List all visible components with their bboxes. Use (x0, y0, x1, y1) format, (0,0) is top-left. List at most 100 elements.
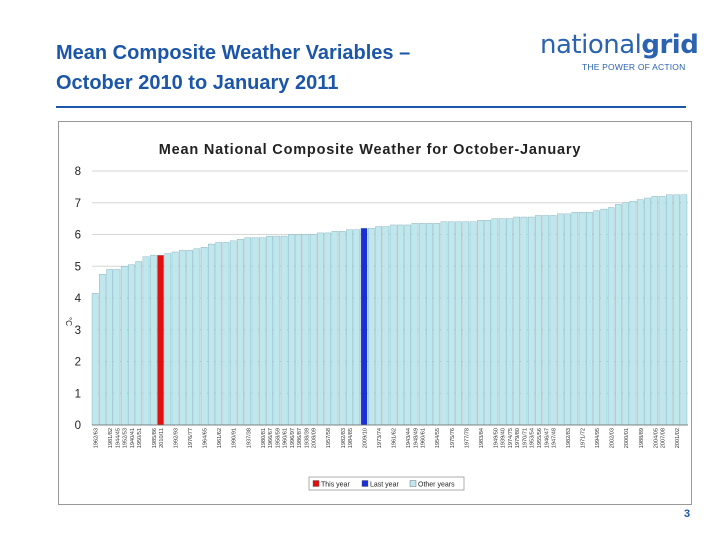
y-tick-label: 1 (75, 388, 81, 400)
bar (91, 293, 99, 426)
bar (520, 216, 528, 426)
bar (375, 226, 382, 426)
bar (229, 240, 237, 426)
y-tick-label: 4 (75, 293, 82, 305)
x-tick-label: 1981/82 (108, 428, 114, 448)
x-tick-label: 1940/41 (130, 428, 136, 448)
x-tick-label: 1950/51 (137, 428, 143, 448)
bar (484, 220, 491, 426)
x-tick-label: 1990/91 (232, 428, 238, 448)
bar (324, 232, 332, 426)
x-tick-label: 1949/50 (493, 428, 499, 448)
bar (317, 232, 324, 426)
x-tick-label: 1953/54 (530, 428, 536, 448)
x-tick-label: 1960/61 (283, 428, 289, 448)
bar (607, 207, 615, 426)
bar (200, 246, 208, 426)
bar (556, 213, 564, 426)
x-tick-label: 1982/83 (566, 428, 572, 448)
bar (666, 194, 673, 426)
x-tick-label: 1937/38 (246, 428, 252, 448)
x-tick-label: 1952/53 (123, 428, 129, 448)
bar (128, 264, 135, 426)
x-tick-label: 1955/56 (537, 428, 543, 448)
bar (593, 210, 600, 426)
bar (222, 242, 230, 426)
x-tick-label: 1975/76 (450, 428, 456, 448)
bar (382, 226, 390, 426)
x-tick-label: 1973/74 (377, 428, 383, 448)
bar (338, 231, 346, 426)
bar (636, 199, 644, 426)
x-tick-label: 1974/75 (508, 428, 514, 448)
composite-weather-chart: Mean National Composite Weather for Octo… (64, 142, 688, 491)
bar (353, 229, 361, 426)
x-tick-label: 1961/62 (217, 428, 223, 448)
slide-title-line-1: Mean Composite Weather Variables – (56, 42, 411, 64)
bar (149, 254, 157, 426)
bar (491, 218, 499, 426)
legend-box (308, 476, 465, 491)
legend-label: Last year (370, 482, 399, 489)
x-tick-label: 1980/81 (261, 428, 267, 448)
bar (244, 237, 252, 426)
x-tick-label: 1948/49 (413, 428, 419, 448)
bar (411, 223, 419, 426)
x-tick-label: 1988/89 (639, 428, 645, 448)
x-tick-label: 1938/39 (304, 428, 310, 448)
x-tick-label: 1984/85 (348, 428, 354, 448)
bar (135, 261, 143, 426)
x-tick-label: 1994/95 (595, 428, 601, 448)
x-tick-label: 1992/93 (174, 428, 180, 448)
bar (615, 204, 622, 426)
x-tick-label: 1943/44 (406, 428, 412, 448)
slide-title-line-2: October 2010 to January 2011 (56, 72, 339, 94)
bar (469, 221, 477, 426)
bar (186, 250, 193, 426)
page-number: 3 (684, 508, 691, 520)
x-tick-label: 2007/08 (661, 428, 667, 448)
bar (455, 221, 462, 426)
x-tick-label: 1983/84 (479, 428, 485, 448)
bar (215, 242, 223, 426)
legend-swatch (361, 480, 369, 487)
y-tick-label: 0 (75, 420, 81, 432)
y-axis-label: °C (64, 317, 73, 326)
bar (600, 208, 608, 426)
bar (302, 234, 310, 426)
bar (273, 235, 281, 426)
bar (629, 200, 637, 426)
slide-title: Mean Composite Weather Variables – Octob… (56, 38, 516, 98)
bar (535, 215, 542, 426)
y-tick-label: 2 (75, 357, 81, 369)
x-tick-label: 2004/05 (653, 428, 659, 448)
y-tick-label: 7 (75, 198, 81, 210)
bar (295, 234, 302, 426)
bar (426, 223, 433, 426)
logo-wordmark: nationalgrid (540, 30, 699, 60)
bar (113, 269, 121, 426)
x-tick-label: 1962/63 (94, 428, 100, 448)
title-divider (56, 106, 686, 108)
bar (171, 251, 179, 426)
bar (477, 220, 484, 426)
x-tick-label: 1964/65 (203, 428, 209, 448)
bar (331, 231, 339, 426)
logo-word-bold: grid (641, 30, 699, 60)
bar (288, 234, 295, 426)
x-tick-label: 2009/10 (363, 428, 369, 448)
legend-swatch (409, 480, 417, 487)
x-tick-label: 1971/72 (581, 428, 587, 448)
bar (673, 194, 680, 426)
x-tick-label: 1996/97 (290, 428, 296, 448)
bar (368, 227, 375, 426)
bar (404, 224, 411, 426)
bar (266, 235, 273, 426)
bar (251, 237, 259, 426)
legend-label: Other years (418, 482, 455, 489)
x-tick-label: 1944/45 (115, 428, 121, 448)
x-tick-label: 2010/11 (159, 428, 165, 448)
y-tick-label: 6 (75, 230, 81, 242)
legend-label: This year (321, 482, 350, 489)
x-tick-label: 2002/03 (610, 428, 616, 448)
